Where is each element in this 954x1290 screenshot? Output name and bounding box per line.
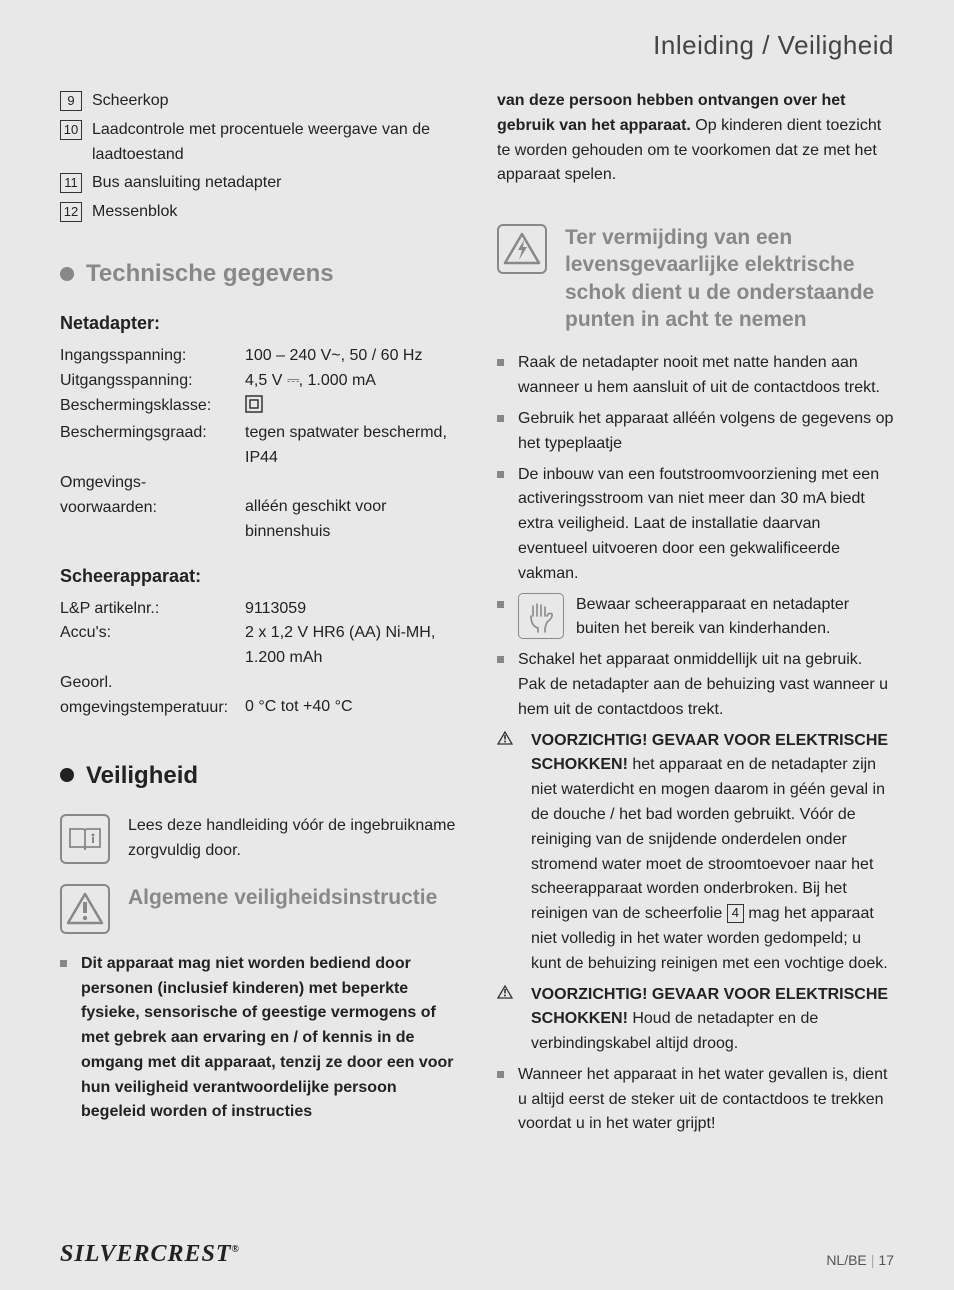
square-bullet-icon: [497, 656, 504, 663]
section-heading-safety: Veiligheid: [60, 757, 457, 794]
bullet-content-with-icon: Bewaar scheerapparaat en netadapter buit…: [518, 593, 894, 643]
caution-text: VOORZICHTIG! GEVAAR VOOR ELEKTRISCHE SCH…: [531, 983, 894, 1057]
spec-label: Accu's:: [60, 621, 245, 671]
dc-symbol: ⎓: [287, 372, 299, 389]
manual-icon: [60, 814, 110, 864]
part-item: 11 Bus aansluiting netadapter: [60, 171, 457, 196]
spec-row: Omgevings-voorwaarden:alléén geschikt vo…: [60, 471, 457, 545]
general-safety-heading: Algemene veiligheidsinstructie: [128, 884, 457, 934]
bullet-item: Gebruik het apparaat alléén volgens de g…: [497, 407, 894, 457]
spec-value: 2 x 1,2 V HR6 (AA) Ni-MH, 1.200 mAh: [245, 621, 457, 671]
spec-row: Accu's:2 x 1,2 V HR6 (AA) Ni-MH, 1.200 m…: [60, 621, 457, 671]
brand-logo: SILVERCREST®: [60, 1241, 240, 1268]
spec-value: 4,5 V ⎓, 1.000 mA: [245, 369, 457, 394]
bullet-item: Dit apparaat mag niet worden bediend doo…: [60, 952, 457, 1126]
spec-label: Beschermingsklasse:: [60, 394, 245, 422]
bullet-item-caution: VOORZICHTIG! GEVAAR VOOR ELEKTRISCHE SCH…: [497, 729, 894, 977]
parts-list: 9 Scheerkop 10 Laadcontrole met procentuel…: [60, 89, 457, 225]
shock-warning-block: Ter vermijding van een levensgevaarlijke…: [497, 224, 894, 333]
spec-row: Geoorl.omgevingstemperatuur:0 °C tot +40…: [60, 671, 457, 721]
caution-triangle-icon: [497, 729, 513, 743]
bullet-icon: [60, 768, 74, 782]
bullet-text: Dit apparaat mag niet worden bediend doo…: [81, 952, 457, 1126]
square-bullet-icon: [60, 960, 67, 967]
subheading-shaver: Scheerapparaat:: [60, 563, 457, 591]
shock-heading: Ter vermijding van een levensgevaarlijke…: [565, 224, 894, 333]
warning-triangle-icon: [60, 884, 110, 934]
part-number-box: 10: [60, 120, 82, 140]
content-columns: 9 Scheerkop 10 Laadcontrole met procentuel…: [60, 89, 894, 1143]
spec-label: Geoorl.omgevingstemperatuur:: [60, 671, 245, 721]
heading-text: Technische gegevens: [86, 255, 334, 292]
part-item: 10 Laadcontrole met procentuele weergave …: [60, 118, 457, 168]
spec-label: Omgevings-voorwaarden:: [60, 471, 245, 545]
bullet-text: Raak de netadapter nooit met natte hande…: [518, 351, 894, 401]
part-label: Scheerkop: [92, 89, 169, 114]
read-manual-block: Lees deze handleiding vóór de ingebruikn…: [60, 814, 457, 864]
square-bullet-icon: [497, 359, 504, 366]
spec-row: Uitgangsspanning:4,5 V ⎓, 1.000 mA: [60, 369, 457, 394]
keep-away-text: Bewaar scheerapparaat en netadapter buit…: [576, 593, 894, 643]
section-heading-tech: Technische gegevens: [60, 255, 457, 292]
spec-label: L&P artikelnr.:: [60, 597, 245, 622]
part-label: Laadcontrole met procentuele weergave va…: [92, 118, 457, 168]
part-ref-box: 4: [727, 904, 744, 923]
bullet-item: Wanneer het apparaat in het water gevall…: [497, 1063, 894, 1137]
spec-label: Ingangsspanning:: [60, 344, 245, 369]
part-label: Messenblok: [92, 200, 177, 225]
heading-text: Veiligheid: [86, 757, 198, 794]
caution-body-a: het apparaat en de netadapter zijn niet …: [531, 756, 885, 922]
left-column: 9 Scheerkop 10 Laadcontrole met procentuel…: [60, 89, 457, 1143]
continued-para: van deze persoon hebben ontvangen over h…: [497, 89, 894, 188]
part-number-box: 9: [60, 91, 82, 111]
bullet-text: De inbouw van een foutstroomvoorziening …: [518, 463, 894, 587]
part-number-box: 11: [60, 173, 82, 193]
page-footer: SILVERCREST® NL/BE|17: [60, 1241, 894, 1268]
page-number: NL/BE|17: [826, 1252, 894, 1268]
spec-row: Ingangsspanning:100 – 240 V~, 50 / 60 Hz: [60, 344, 457, 369]
part-item: 12 Messenblok: [60, 200, 457, 225]
part-number-box: 12: [60, 202, 82, 222]
caution-triangle-icon: [497, 983, 513, 997]
caution-text: VOORZICHTIG! GEVAAR VOOR ELEKTRISCHE SCH…: [531, 729, 894, 977]
spec-value: 9113059: [245, 597, 457, 622]
bullet-item: Raak de netadapter nooit met natte hande…: [497, 351, 894, 401]
square-bullet-icon: [497, 415, 504, 422]
page-header: Inleiding / Veiligheid: [60, 30, 894, 61]
part-item: 9 Scheerkop: [60, 89, 457, 114]
square-bullet-icon: [497, 471, 504, 478]
bullet-item-with-icon: Bewaar scheerapparaat en netadapter buit…: [497, 593, 894, 643]
safety-bullets-right: Raak de netadapter nooit met natte hande…: [497, 351, 894, 1137]
bullet-text: Gebruik het apparaat alléén volgens de g…: [518, 407, 894, 457]
class2-icon: [245, 395, 263, 422]
spec-label: Beschermingsgraad:: [60, 421, 245, 471]
safety-bullets-left: Dit apparaat mag niet worden bediend doo…: [60, 952, 457, 1126]
spec-value: tegen spatwater beschermd, IP44: [245, 421, 457, 471]
bullet-item-caution: VOORZICHTIG! GEVAAR VOOR ELEKTRISCHE SCH…: [497, 983, 894, 1057]
spec-label: Uitgangsspanning:: [60, 369, 245, 394]
bullet-text: Wanneer het apparaat in het water gevall…: [518, 1063, 894, 1137]
spec-value: [245, 394, 457, 422]
general-safety-block: Algemene veiligheidsinstructie: [60, 884, 457, 934]
bullet-text: Schakel het apparaat onmiddellijk uit na…: [518, 648, 894, 722]
spec-value: 100 – 240 V~, 50 / 60 Hz: [245, 344, 457, 369]
read-manual-text: Lees deze handleiding vóór de ingebruikn…: [128, 814, 457, 864]
spec-row: Beschermingsklasse:: [60, 394, 457, 422]
spec-row: Beschermingsgraad:tegen spatwater besche…: [60, 421, 457, 471]
bullet-item: Schakel het apparaat onmiddellijk uit na…: [497, 648, 894, 722]
bullet-item: De inbouw van een foutstroomvoorziening …: [497, 463, 894, 587]
spec-value: alléén geschikt voor binnenshuis: [245, 471, 457, 545]
keep-away-icon: [518, 593, 564, 639]
square-bullet-icon: [497, 601, 504, 608]
spec-row: L&P artikelnr.:9113059: [60, 597, 457, 622]
bullet-icon: [60, 267, 74, 281]
part-label: Bus aansluiting netadapter: [92, 171, 281, 196]
spec-value: 0 °C tot +40 °C: [245, 671, 457, 721]
right-column: van deze persoon hebben ontvangen over h…: [497, 89, 894, 1143]
subheading-adapter: Netadapter:: [60, 310, 457, 338]
square-bullet-icon: [497, 1071, 504, 1078]
shock-triangle-icon: [497, 224, 547, 274]
